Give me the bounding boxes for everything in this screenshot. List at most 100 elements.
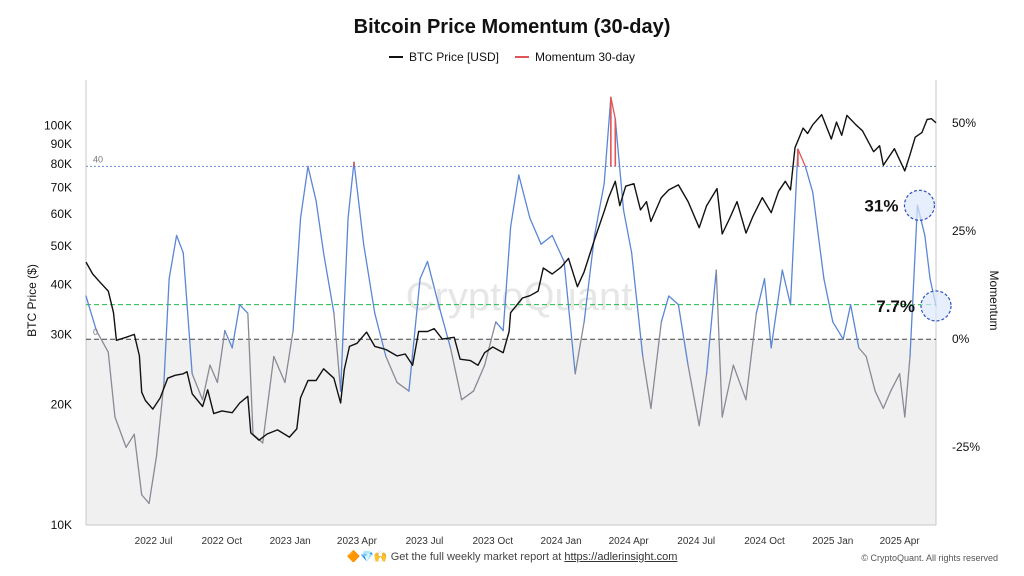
momentum-line-segment	[642, 355, 652, 409]
copyright-text: © CryptoQuant. All rights reserved	[861, 553, 998, 563]
y-left-tick-label: 80K	[51, 157, 72, 171]
momentum-line-segment	[125, 433, 135, 448]
promo-emoji: 🔶💎🙌	[346, 550, 388, 563]
momentum-line-segment	[419, 260, 429, 280]
momentum-line-segment	[437, 304, 452, 349]
x-tick-label: 2024 Jul	[677, 536, 715, 547]
momentum-line-segment	[563, 260, 576, 375]
annotation-label: 7.7%	[876, 297, 915, 316]
momentum-line-segment	[705, 269, 717, 375]
legend-swatch-btc-price	[388, 56, 403, 58]
promo-text: Get the full weekly market report at	[390, 551, 562, 563]
y-right-tick-label: 0%	[952, 332, 970, 346]
legend-label-momentum: Momentum 30-day	[534, 50, 636, 64]
x-tick-label: 2022 Jul	[135, 536, 173, 547]
momentum-line-segment	[299, 165, 309, 219]
momentum-line-segment	[322, 252, 335, 314]
momentum-line-segment	[574, 321, 585, 375]
momentum-line-segment	[924, 234, 931, 280]
momentum-line-segment	[650, 321, 662, 409]
x-tick-label: 2024 Apr	[609, 536, 650, 547]
momentum-line-segment	[353, 161, 365, 245]
x-tick-label: 2025 Apr	[880, 536, 921, 547]
momentum-line-segment	[904, 355, 911, 418]
momentum-line-segment	[874, 390, 884, 409]
momentum-line-segment	[315, 200, 325, 254]
momentum-line-segment	[449, 347, 463, 401]
momentum-line-segment	[715, 269, 723, 418]
momentum-line-segment	[216, 329, 226, 384]
y-right-axis-title: Momentum	[987, 270, 1001, 330]
momentum-line-segment	[148, 455, 158, 505]
chart-title: Bitcoin Price Momentum (30-day)	[353, 16, 671, 38]
momentum-line-segment	[812, 191, 825, 280]
momentum-line-segment	[668, 295, 680, 306]
y-left-tick-label: 50K	[51, 239, 72, 253]
momentum-line-segment	[721, 364, 734, 418]
momentum-line-segment	[472, 364, 486, 392]
y-left-tick-label: 10K	[51, 518, 72, 532]
momentum-line-segment	[460, 390, 475, 401]
momentum-line-segment	[622, 208, 633, 254]
x-tick-label: 2023 Jan	[270, 536, 311, 547]
y-left-tick-label: 100K	[44, 119, 72, 133]
momentum-line-segment	[614, 118, 625, 211]
watermark-text: CryptoQuant	[406, 275, 633, 319]
momentum-line-segment	[201, 364, 211, 401]
y-left-tick-label: 90K	[51, 137, 72, 151]
y-right-tick-label: -25%	[952, 440, 980, 454]
momentum-line-segment	[307, 165, 317, 202]
momentum-line-segment	[339, 217, 349, 392]
momentum-line-segment	[209, 364, 219, 384]
momentum-line-segment	[909, 204, 919, 358]
legend-item-momentum[interactable]: Momentum 30-day	[514, 50, 636, 64]
momentum-line-segment	[677, 304, 689, 366]
momentum-line-segment	[755, 278, 766, 314]
momentum-line-segment	[518, 174, 531, 219]
momentum-line-segment	[107, 351, 116, 418]
y-left-tick-label: 20K	[51, 398, 72, 412]
y-right-tick-label: 25%	[952, 224, 976, 238]
x-tick-label: 2022 Oct	[202, 536, 243, 547]
momentum-line-segment	[898, 373, 906, 418]
momentum-line-segment	[175, 234, 184, 254]
legend-item-btc-price[interactable]: BTC Price [USD]	[388, 50, 499, 64]
momentum-line-segment	[603, 96, 612, 185]
momentum-line-segment	[890, 373, 901, 392]
x-tick-label: 2025 Jan	[812, 536, 853, 547]
momentum-line-segment	[593, 183, 605, 237]
btc-price-line	[85, 113, 937, 441]
y-left-axis-title: BTC Price ($)	[25, 264, 39, 337]
momentum-line-segment	[347, 161, 355, 219]
momentum-line-segment	[551, 234, 565, 263]
momentum-line-segment	[284, 329, 294, 384]
chart-legend: BTC Price [USD] Momentum 30-day	[0, 50, 1024, 64]
y-left-tick-label: 60K	[51, 207, 72, 221]
negative-zone-shading	[86, 339, 936, 525]
momentum-line-segment	[495, 321, 504, 332]
momentum-line-segment	[95, 329, 109, 353]
momentum-line-segment	[763, 278, 772, 349]
promo-link[interactable]: https://adlerinsight.com	[564, 551, 678, 563]
x-tick-label: 2024 Jan	[541, 536, 582, 547]
momentum-line-segment	[426, 260, 440, 306]
momentum-line-segment	[502, 226, 512, 332]
momentum-line-segment	[698, 373, 708, 427]
momentum-line-segment	[660, 295, 670, 323]
y-left-tick-label: 70K	[51, 180, 72, 194]
annotation-circle	[903, 189, 936, 221]
momentum-line-segment	[396, 381, 410, 392]
momentum-line-segment	[85, 295, 98, 332]
momentum-line-segment	[385, 355, 398, 384]
momentum-line-segment	[823, 278, 834, 323]
momentum-line-segment	[231, 304, 241, 349]
legend-swatch-momentum	[514, 56, 529, 58]
momentum-line-segment	[529, 217, 542, 245]
momentum-line-segment	[781, 269, 792, 306]
momentum-line-segment	[141, 494, 150, 505]
annotation-circle	[920, 290, 952, 322]
momentum-line-segment	[849, 304, 860, 349]
momentum-line-segment	[858, 347, 867, 358]
legend-label-btc-price: BTC Price [USD]	[408, 50, 499, 64]
momentum-line-segment	[832, 321, 844, 340]
